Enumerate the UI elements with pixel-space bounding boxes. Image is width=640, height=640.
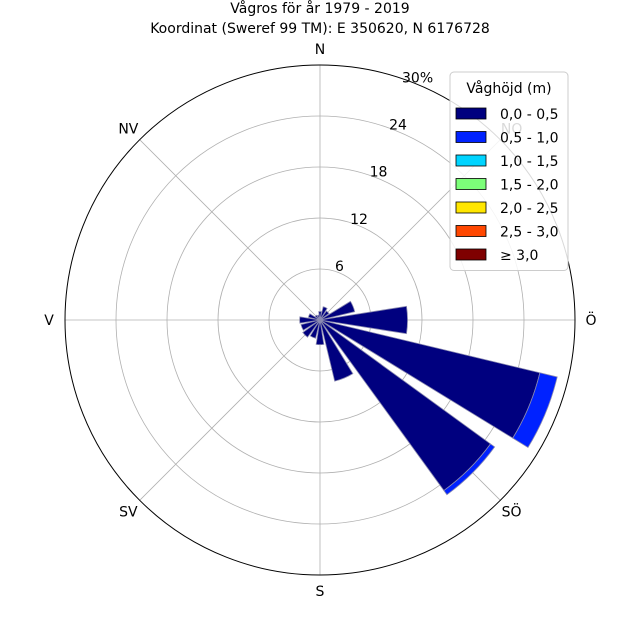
rose-bar-segment	[319, 319, 354, 382]
legend-swatch	[455, 107, 487, 120]
legend-label: 0,0 - 0,5	[500, 107, 558, 123]
legend-swatch	[455, 154, 487, 167]
outer-ring	[64, 64, 576, 576]
rose-bar-segment	[319, 310, 330, 321]
rose-bar-segment	[302, 319, 321, 338]
direction-label: NV	[118, 121, 138, 137]
legend-title: Våghöjd (m)	[466, 80, 551, 97]
direction-label: Ö	[585, 311, 596, 329]
legend-swatch	[455, 131, 487, 143]
legend-swatch	[455, 178, 487, 190]
direction-label: S	[316, 584, 325, 600]
legend: Våghöjd (m) 0,0 - 0,5 0,5 - 1,0 1,0 - 1,5 1,…	[449, 71, 569, 271]
radial-tick-label: 12	[350, 212, 368, 228]
rose-bar-segment	[315, 319, 325, 346]
rose-bar-segment	[300, 319, 321, 331]
rose-bar-segment	[309, 319, 321, 339]
direction-label: SV	[119, 505, 138, 521]
legend-label: ≥ 3,0	[500, 248, 538, 264]
radial-tick-label: 18	[370, 165, 388, 181]
legend-label: 2,0 - 2,5	[500, 201, 558, 217]
legend-swatch	[455, 248, 487, 261]
radial-tick-labels: 6 12 18 24 30%	[335, 70, 433, 274]
rose-bar-segment	[319, 306, 328, 321]
legend-label: 1,0 - 1,5	[500, 154, 558, 170]
grid-spoke	[139, 319, 321, 501]
rose-bar-segment	[512, 372, 558, 449]
legend-swatch	[455, 225, 487, 237]
rose-bar-segment	[319, 305, 408, 335]
legend-swatch	[455, 201, 487, 214]
radial-tick-label: 24	[389, 118, 407, 134]
legend-box	[449, 71, 569, 271]
legend-label: 1,5 - 2,0	[500, 178, 558, 194]
grid-spoke	[139, 139, 321, 321]
chart-title: Vågros för år 1979 - 2019	[230, 0, 409, 17]
radial-tick-label: 6	[335, 259, 344, 275]
direction-label: N	[315, 42, 325, 58]
radial-tick-label: 30%	[402, 70, 433, 86]
rose-bar-segment	[443, 443, 496, 496]
legend-label: 0,5 - 1,0	[500, 131, 558, 147]
rose-bar-segment	[307, 313, 321, 321]
legend-label: 2,5 - 3,0	[500, 225, 558, 241]
polar-grid	[64, 64, 576, 576]
direction-label: SÖ	[502, 503, 522, 521]
rose-bars	[299, 300, 558, 496]
rose-bar-segment	[299, 316, 321, 324]
rose-bar-segment	[319, 300, 356, 321]
chart-subtitle: Koordinat (Sweref 99 TM): E 350620, N 61…	[150, 21, 490, 37]
direction-label: V	[44, 313, 54, 329]
rose-bar-segment	[318, 311, 322, 321]
rose-bar-segment	[316, 314, 321, 321]
